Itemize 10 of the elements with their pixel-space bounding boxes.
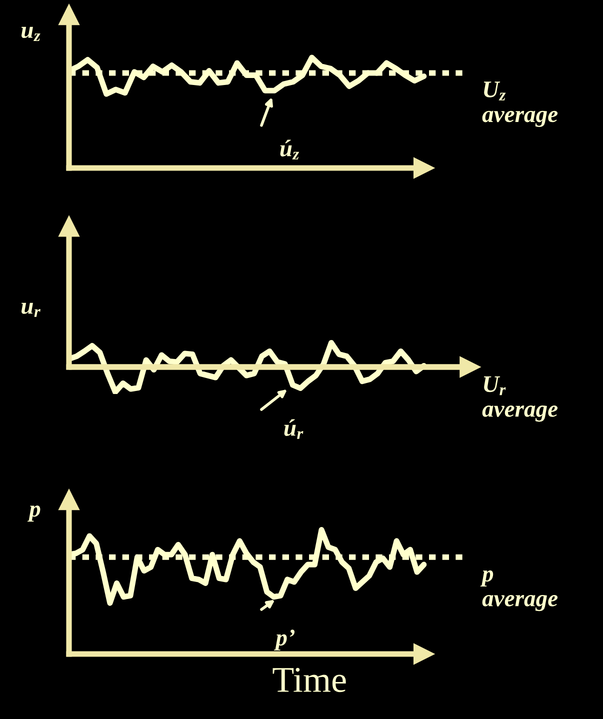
text: ú$_{r}$ bbox=[284, 419, 304, 439]
y-axis-title: p bbox=[27, 505, 40, 522]
annotation: p’ bbox=[274, 630, 295, 650]
x-axis-title: Time bbox=[272, 668, 346, 692]
y-axis-title: u$_{r}$ bbox=[21, 302, 40, 317]
legend-label: U$_{r}$ average bbox=[482, 376, 558, 422]
annotation: ú$_{z}$ bbox=[280, 140, 300, 160]
ref-line-label: p average bbox=[480, 570, 558, 612]
y-axis-title: u$_{z}$ bbox=[21, 26, 40, 42]
ref-line-label: U$_{z}$ average bbox=[482, 82, 558, 127]
